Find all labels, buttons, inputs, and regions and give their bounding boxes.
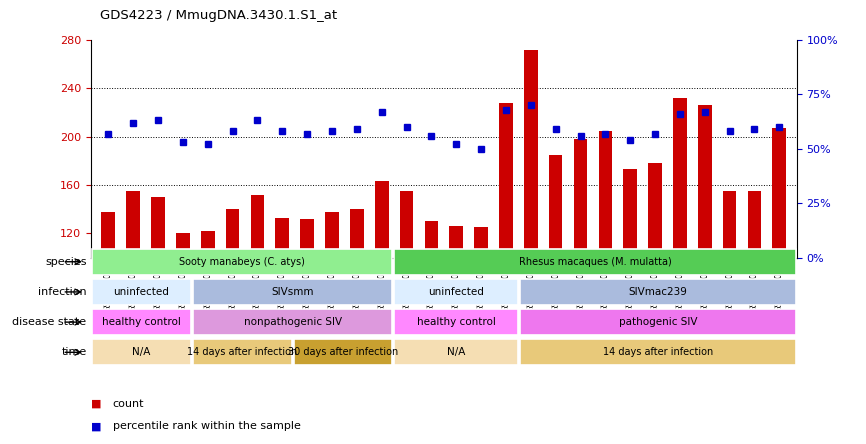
Bar bbox=[152, 197, 165, 258]
Text: uninfected: uninfected bbox=[113, 287, 169, 297]
Bar bbox=[126, 191, 140, 258]
Text: 14 days after infection: 14 days after infection bbox=[603, 347, 714, 357]
Text: SIVmac239: SIVmac239 bbox=[629, 287, 688, 297]
Text: pathogenic SIV: pathogenic SIV bbox=[619, 317, 697, 327]
FancyBboxPatch shape bbox=[520, 340, 796, 365]
Text: uninfected: uninfected bbox=[429, 287, 484, 297]
Bar bbox=[573, 139, 587, 258]
Bar bbox=[375, 182, 389, 258]
Text: healthy control: healthy control bbox=[417, 317, 496, 327]
Text: 14 days after infection: 14 days after infection bbox=[187, 347, 297, 357]
Text: species: species bbox=[45, 257, 87, 267]
Text: 30 days after infection: 30 days after infection bbox=[288, 347, 398, 357]
Bar bbox=[673, 98, 687, 258]
Bar bbox=[301, 219, 314, 258]
FancyBboxPatch shape bbox=[394, 309, 519, 335]
Bar bbox=[723, 191, 736, 258]
Bar bbox=[275, 218, 289, 258]
FancyBboxPatch shape bbox=[520, 309, 796, 335]
Bar bbox=[449, 226, 463, 258]
Bar bbox=[598, 131, 612, 258]
Bar bbox=[549, 155, 563, 258]
Bar bbox=[698, 105, 712, 258]
FancyBboxPatch shape bbox=[394, 249, 796, 274]
Text: SIVsmm: SIVsmm bbox=[271, 287, 313, 297]
FancyBboxPatch shape bbox=[193, 309, 392, 335]
FancyBboxPatch shape bbox=[92, 309, 191, 335]
FancyBboxPatch shape bbox=[394, 279, 519, 305]
Bar bbox=[649, 163, 662, 258]
FancyBboxPatch shape bbox=[193, 340, 292, 365]
Bar bbox=[250, 194, 264, 258]
Bar bbox=[499, 103, 513, 258]
Text: ■: ■ bbox=[91, 421, 101, 431]
FancyBboxPatch shape bbox=[294, 340, 392, 365]
Text: percentile rank within the sample: percentile rank within the sample bbox=[113, 421, 301, 431]
Text: nonpathogenic SIV: nonpathogenic SIV bbox=[243, 317, 342, 327]
Bar bbox=[176, 234, 190, 258]
Text: N/A: N/A bbox=[447, 347, 466, 357]
FancyBboxPatch shape bbox=[394, 340, 519, 365]
Bar bbox=[400, 191, 413, 258]
Text: count: count bbox=[113, 399, 144, 409]
Bar bbox=[101, 212, 115, 258]
Bar bbox=[475, 227, 488, 258]
Text: GDS4223 / MmugDNA.3430.1.S1_at: GDS4223 / MmugDNA.3430.1.S1_at bbox=[100, 9, 337, 22]
Bar bbox=[524, 50, 538, 258]
Bar bbox=[772, 128, 786, 258]
Bar bbox=[624, 169, 637, 258]
FancyBboxPatch shape bbox=[193, 279, 392, 305]
FancyBboxPatch shape bbox=[92, 279, 191, 305]
Bar bbox=[201, 231, 215, 258]
Text: ■: ■ bbox=[91, 399, 101, 409]
Bar bbox=[424, 221, 438, 258]
Text: healthy control: healthy control bbox=[102, 317, 181, 327]
Text: Rhesus macaques (M. mulatta): Rhesus macaques (M. mulatta) bbox=[519, 257, 671, 267]
Bar bbox=[325, 212, 339, 258]
Text: infection: infection bbox=[38, 287, 87, 297]
Bar bbox=[226, 209, 239, 258]
Text: N/A: N/A bbox=[132, 347, 151, 357]
FancyBboxPatch shape bbox=[92, 249, 392, 274]
Text: disease state: disease state bbox=[12, 317, 87, 327]
FancyBboxPatch shape bbox=[92, 340, 191, 365]
Bar bbox=[350, 209, 364, 258]
Bar bbox=[747, 191, 761, 258]
Text: time: time bbox=[61, 347, 87, 357]
Text: Sooty manabeys (C. atys): Sooty manabeys (C. atys) bbox=[179, 257, 305, 267]
FancyBboxPatch shape bbox=[520, 279, 796, 305]
